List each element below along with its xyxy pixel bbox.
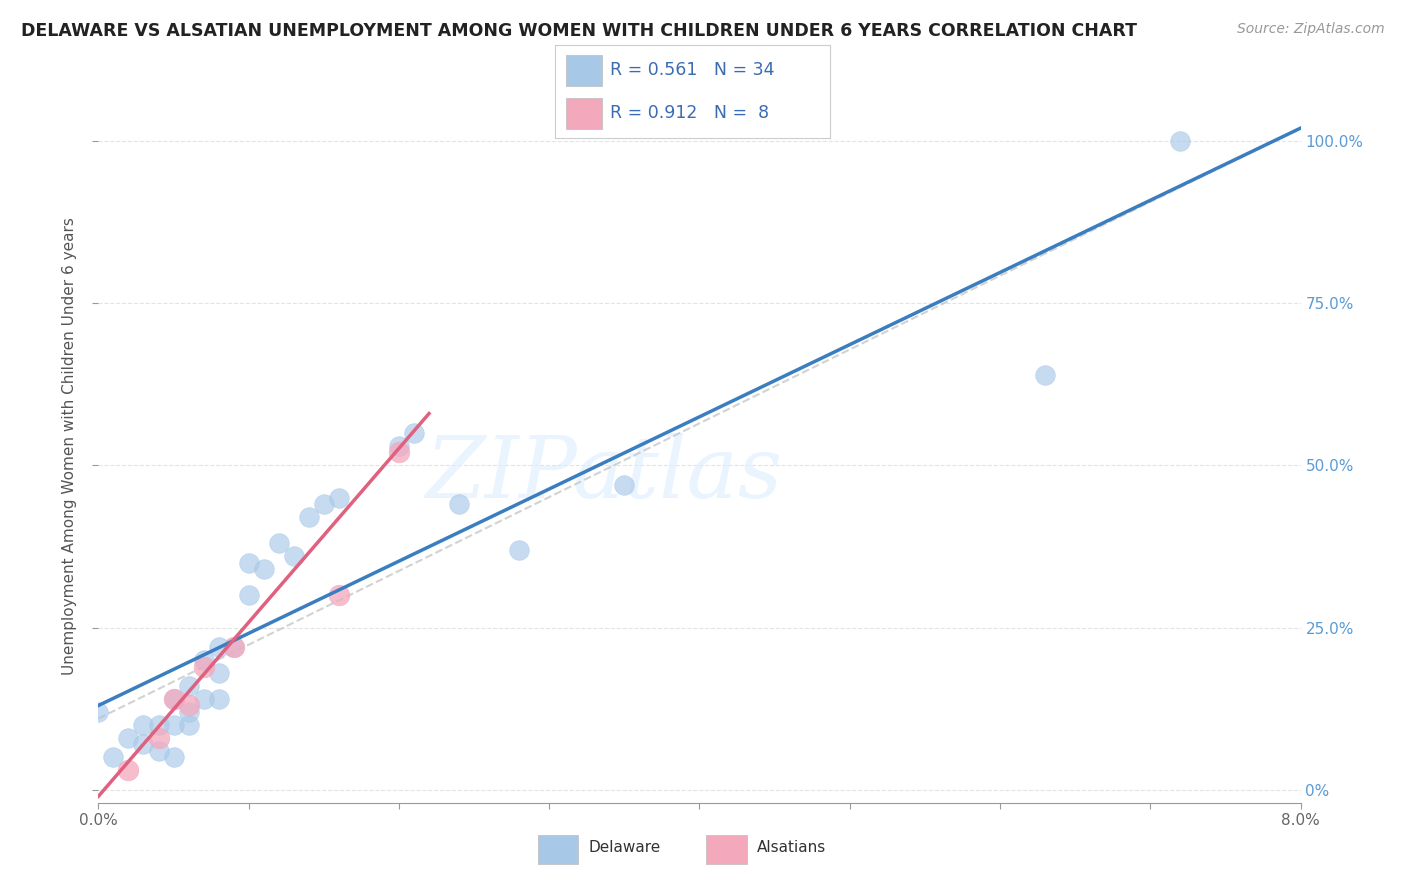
Point xyxy=(253,562,276,576)
Bar xyxy=(567,55,602,86)
Text: DELAWARE VS ALSATIAN UNEMPLOYMENT AMONG WOMEN WITH CHILDREN UNDER 6 YEARS CORREL: DELAWARE VS ALSATIAN UNEMPLOYMENT AMONG … xyxy=(21,22,1137,40)
Point xyxy=(177,679,200,693)
Point xyxy=(267,536,290,550)
Point xyxy=(222,640,245,654)
Point xyxy=(87,705,110,719)
Y-axis label: Unemployment Among Women with Children Under 6 years: Unemployment Among Women with Children U… xyxy=(62,217,77,675)
Bar xyxy=(706,835,747,863)
Point xyxy=(162,692,184,706)
Point xyxy=(162,718,184,732)
Point xyxy=(402,425,425,440)
Point xyxy=(117,731,139,745)
Point xyxy=(148,731,170,745)
Point xyxy=(148,718,170,732)
Point xyxy=(508,542,530,557)
Point xyxy=(328,588,350,602)
Point xyxy=(193,659,215,673)
Point xyxy=(312,497,335,511)
Point xyxy=(177,718,200,732)
Point xyxy=(117,764,139,778)
Point xyxy=(193,692,215,706)
Point xyxy=(613,478,636,492)
Bar xyxy=(567,98,602,129)
Point xyxy=(177,698,200,713)
Point xyxy=(298,510,321,524)
Text: Source: ZipAtlas.com: Source: ZipAtlas.com xyxy=(1237,22,1385,37)
Text: ZIPatlas: ZIPatlas xyxy=(425,434,782,516)
Point xyxy=(222,640,245,654)
Text: Delaware: Delaware xyxy=(588,840,661,855)
Point xyxy=(208,692,231,706)
Point xyxy=(328,491,350,505)
Point xyxy=(1168,134,1191,148)
Point xyxy=(388,439,411,453)
Point xyxy=(193,653,215,667)
Point xyxy=(132,718,155,732)
Point xyxy=(162,750,184,764)
Point xyxy=(103,750,125,764)
Point xyxy=(447,497,470,511)
Bar xyxy=(537,835,578,863)
Text: R = 0.561   N = 34: R = 0.561 N = 34 xyxy=(610,61,775,78)
Text: R = 0.912   N =  8: R = 0.912 N = 8 xyxy=(610,104,769,122)
Point xyxy=(238,556,260,570)
Point xyxy=(208,640,231,654)
Point xyxy=(177,705,200,719)
Point xyxy=(238,588,260,602)
Point xyxy=(388,445,411,459)
Point xyxy=(148,744,170,758)
Point xyxy=(1033,368,1056,382)
Point xyxy=(208,666,231,681)
Point xyxy=(162,692,184,706)
Point xyxy=(132,738,155,752)
Point xyxy=(283,549,305,564)
Text: Alsatians: Alsatians xyxy=(756,840,827,855)
